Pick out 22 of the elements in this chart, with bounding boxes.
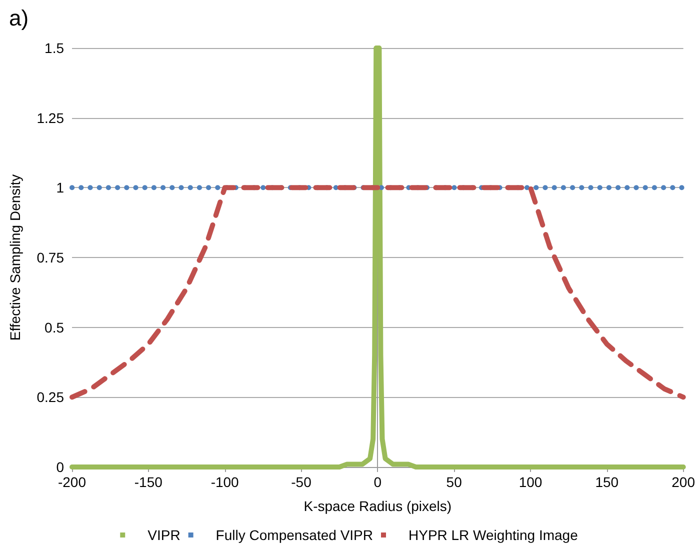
y-tick-label: 0.75 bbox=[36, 250, 64, 266]
x-tick-label: -200 bbox=[58, 474, 86, 490]
legend-label: VIPR bbox=[148, 527, 180, 543]
chart-title: a) bbox=[9, 6, 29, 30]
y-axis-title: Effective Sampling Density bbox=[7, 174, 23, 341]
legend-label: HYPR LR Weighting Image bbox=[408, 527, 578, 543]
x-tick-label: -50 bbox=[291, 474, 312, 490]
y-tick-label: 0.5 bbox=[44, 319, 64, 336]
x-tick-label: -150 bbox=[134, 474, 163, 490]
y-tick-label: 0 bbox=[56, 459, 64, 475]
y-tick-label: 0.25 bbox=[36, 389, 64, 406]
x-tick-label: 50 bbox=[446, 474, 462, 490]
x-tick-label: 0 bbox=[374, 474, 382, 490]
x-tick-label: 100 bbox=[518, 474, 542, 490]
y-tick-label: 1.5 bbox=[44, 40, 64, 56]
y-tick-label: 1 bbox=[56, 180, 64, 196]
x-tick-label: 150 bbox=[595, 474, 619, 490]
y-tick-label: 1.25 bbox=[36, 110, 64, 126]
x-axis-title: K-space Radius (pixels) bbox=[304, 498, 452, 514]
x-tick-label: -100 bbox=[210, 474, 240, 490]
x-tick-label: 200 bbox=[672, 474, 696, 490]
legend-label: Fully Compensated VIPR bbox=[216, 527, 373, 543]
